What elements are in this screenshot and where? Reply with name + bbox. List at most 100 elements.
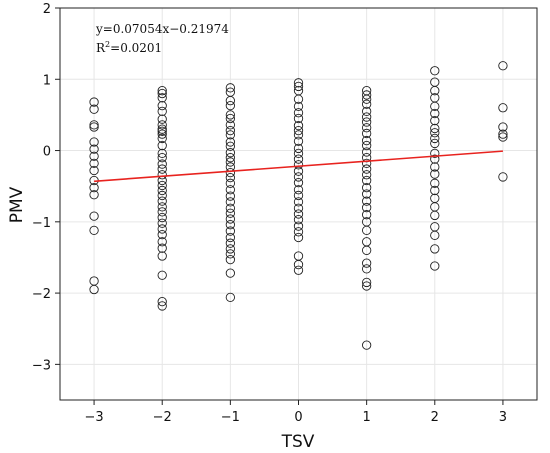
data-point (293, 177, 304, 188)
data-point (157, 224, 167, 234)
data-point (361, 182, 372, 193)
data-point (293, 259, 304, 270)
y-tick-label: −2 (32, 287, 51, 302)
data-point (225, 214, 236, 224)
data-point (361, 264, 372, 274)
data-point (225, 153, 236, 163)
data-point (361, 210, 372, 220)
y-axis-title: PMV (7, 186, 27, 223)
data-point (225, 167, 236, 178)
data-point (225, 197, 236, 207)
data-point (225, 178, 236, 188)
data-point (225, 110, 236, 120)
data-point (361, 112, 372, 122)
data-point (430, 148, 440, 159)
data-point (157, 207, 167, 217)
data-point (89, 182, 99, 193)
data-point (157, 296, 167, 307)
data-point (225, 208, 236, 218)
data-point (157, 93, 167, 103)
data-point (225, 96, 236, 106)
data-point (293, 154, 304, 164)
data-points (89, 61, 508, 350)
data-point (157, 120, 167, 130)
data-point (89, 137, 99, 147)
data-point (157, 106, 167, 116)
data-point (89, 97, 99, 107)
data-point (430, 123, 440, 134)
data-point (293, 160, 304, 170)
data-point (430, 210, 440, 221)
data-point (157, 88, 167, 99)
data-point (157, 153, 167, 163)
x-tick-label: −1 (221, 410, 240, 425)
data-point (225, 130, 236, 140)
data-point (89, 120, 99, 130)
data-point (157, 270, 167, 280)
data-point (157, 229, 167, 240)
data-point (498, 129, 508, 139)
data-point (157, 218, 167, 228)
data-point (225, 268, 236, 278)
data-point (361, 245, 372, 255)
data-point (157, 129, 167, 139)
data-point (225, 137, 236, 147)
data-point (293, 221, 304, 231)
data-point (89, 225, 99, 236)
x-axis-title: TSV (281, 432, 315, 452)
data-point (430, 185, 440, 196)
data-point (225, 148, 236, 158)
r-squared-symbol: R (96, 41, 106, 55)
data-point (293, 203, 304, 213)
data-point (225, 157, 236, 167)
equation-annotation: y=0.07054x−0.21974 R2=0.0201 (95, 22, 229, 55)
data-point (293, 215, 304, 225)
data-point (430, 261, 440, 271)
data-point (293, 197, 304, 207)
data-point (89, 158, 99, 169)
data-point (89, 144, 99, 154)
data-point (430, 128, 440, 138)
data-point (430, 169, 440, 179)
data-point (498, 103, 508, 113)
data-point (225, 120, 236, 130)
data-point (293, 78, 304, 88)
data-point (430, 162, 440, 172)
data-point (157, 114, 167, 124)
data-point (361, 90, 372, 100)
data-point (157, 170, 167, 180)
data-point (157, 124, 167, 134)
data-point (293, 113, 304, 124)
data-point (89, 165, 99, 176)
x-tick-label: 2 (431, 410, 439, 425)
data-point (293, 125, 304, 136)
data-point (430, 244, 440, 254)
data-point (361, 170, 372, 180)
data-point (430, 133, 440, 144)
regression-line-group (94, 150, 503, 183)
data-point (225, 254, 236, 265)
data-point (293, 108, 304, 118)
data-point (361, 258, 372, 268)
data-point (157, 140, 167, 151)
x-tick-label: −3 (84, 410, 103, 425)
r-squared-value: =0.0201 (110, 41, 162, 55)
data-point (361, 99, 372, 109)
y-tick-label: 2 (43, 2, 51, 17)
data-point (293, 166, 304, 176)
data-point (498, 122, 508, 132)
data-point (361, 196, 372, 206)
data-point (225, 226, 236, 236)
data-point (430, 101, 440, 112)
data-point (157, 164, 167, 174)
data-point (157, 190, 167, 201)
regression-line (94, 150, 503, 183)
y-tick-label: 0 (43, 145, 51, 160)
data-point (225, 100, 236, 111)
data-point (361, 158, 372, 169)
data-point (225, 191, 236, 201)
data-point (225, 232, 236, 243)
data-point (361, 225, 372, 236)
data-point (361, 164, 372, 174)
data-point (293, 232, 304, 243)
